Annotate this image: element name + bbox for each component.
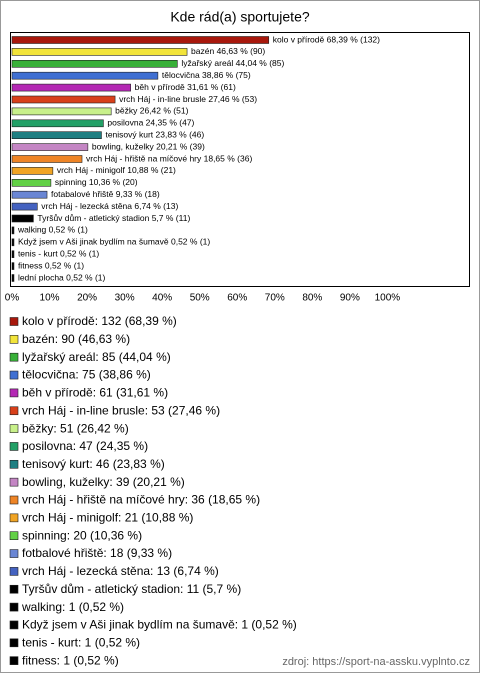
x-tick-label: 30% (115, 293, 135, 304)
legend-entry: vrch Háj - lezecká stěna: 13 (6,74 %) (22, 564, 219, 578)
data-label: běh v přírodě 31,61 % (61) (135, 82, 236, 92)
data-label: fitness 0,52 % (1) (18, 260, 84, 270)
legend-entry: Když jsem v Aši jinak bydlím na šumavě: … (22, 618, 297, 632)
bar (11, 238, 15, 247)
bar (11, 202, 38, 211)
data-label: tenis - kurt 0,52 % (1) (18, 248, 99, 258)
data-label: Když jsem v Aši jinak bydlím na šumavě 0… (18, 237, 210, 247)
legend-entry: lední plocha: 1 (0,52 %) (22, 671, 149, 673)
bar (11, 71, 159, 80)
bar (11, 262, 15, 270)
x-tick-label: 0% (5, 293, 20, 304)
legend-swatch (9, 459, 19, 469)
legend-swatch (9, 495, 19, 505)
bar (11, 214, 34, 223)
legend-entry: lyžařský areál: 85 (44,04 %) (22, 350, 171, 364)
x-tick-label: 80% (302, 293, 322, 304)
bar (11, 83, 131, 92)
bar (11, 226, 15, 235)
legend-entry: walking: 1 (0,52 %) (21, 600, 124, 614)
data-label: vrch Háj - lezecká stěna 6,74 % (13) (41, 201, 178, 211)
bar (11, 119, 104, 128)
bar (11, 131, 102, 139)
x-tick-label: 90% (340, 293, 360, 304)
data-label: bowling, kuželky 20,21 % (39) (92, 141, 205, 151)
source: zdroj: https://sport-na-assku.vyplnto.cz (282, 656, 470, 668)
bar (11, 36, 270, 44)
data-label: tenisový kurt 23,83 % (46) (105, 129, 204, 139)
legend-swatch (9, 567, 19, 576)
legend-entry: vrch Háj - in-line brusle: 53 (27,46 %) (22, 403, 220, 417)
legend-entry: tenisový kurt: 46 (23,83 %) (22, 457, 165, 471)
data-label: lyžařský areál 44,04 % (85) (181, 58, 284, 68)
data-label: vrch Háj - hřiště na míčové hry 18,65 % … (86, 153, 252, 163)
legend-swatch (9, 388, 19, 398)
bar (11, 190, 48, 199)
x-tick-label: 50% (190, 293, 210, 304)
bar (11, 155, 83, 163)
legend-swatch (9, 602, 19, 612)
data-label: vrch Háj - minigolf 10,88 % (21) (57, 165, 176, 175)
legend-entry: tenis - kurt: 1 (0,52 %) (22, 635, 140, 649)
legend-swatch (9, 370, 19, 380)
legend-entry: vrch Háj - hřiště na míčové hry: 36 (18,… (22, 493, 260, 507)
x-tick-label: 60% (227, 293, 247, 304)
bar (11, 167, 54, 175)
bar (11, 59, 178, 68)
bar (11, 48, 188, 56)
data-label: kolo v přírodě 68,39 % (132) (273, 34, 380, 44)
legend-entry: fotbalové hřiště: 18 (9,33 %) (22, 546, 172, 560)
bar (11, 250, 15, 258)
legend-swatch (9, 352, 19, 362)
chart-title: Kde rád(a) sportujete? (170, 9, 310, 25)
legend-swatch (9, 317, 19, 326)
bar (11, 179, 52, 187)
x-tick-label: 10% (40, 293, 60, 304)
legend-swatch (9, 477, 19, 487)
bar (11, 95, 116, 104)
legend-swatch (9, 656, 19, 665)
data-label: fotabalové hřiště 9,33 % (18) (51, 189, 160, 199)
legend-entry: fitness: 1 (0,52 %) (22, 653, 119, 667)
bar (11, 274, 15, 282)
legend-swatch (9, 335, 19, 344)
x-tick-label: 40% (152, 293, 172, 304)
x-tick-label: 100% (375, 293, 401, 304)
data-label: bazén 46,63 % (90) (191, 46, 265, 56)
data-label: tělocvična 38,86 % (75) (162, 70, 251, 80)
data-label: walking 0,52 % (1) (17, 225, 88, 235)
legend-swatch (9, 620, 19, 630)
legend-swatch (9, 406, 19, 416)
legend-entry: tělocvična: 75 (38,86 %) (22, 368, 151, 382)
legend-entry: Tyršův dům - atletický stadion: 11 (5,7 … (22, 582, 241, 596)
legend-swatch (9, 424, 19, 433)
legend-swatch (9, 531, 19, 541)
data-label: posilovna 24,35 % (47) (107, 118, 194, 128)
legend-swatch (9, 584, 19, 594)
legend-swatch (9, 549, 19, 558)
legend-entry: kolo v přírodě: 132 (68,39 %) (22, 314, 177, 328)
legend-entry: spinning: 20 (10,36 %) (22, 528, 142, 542)
data-label: spinning 10,36 % (20) (55, 177, 138, 187)
legend-entry: vrch Háj - minigolf: 21 (10,88 %) (22, 511, 193, 525)
legend-entry: běžky: 51 (26,42 %) (22, 421, 129, 435)
data-label: Tyršův dům - atletický stadion 5,7 % (11… (37, 213, 190, 223)
legend-swatch (9, 513, 19, 523)
data-label: vrch Háj - in-line brusle 27,46 % (53) (119, 94, 257, 104)
data-label: lední plocha 0,52 % (1) (18, 272, 106, 282)
x-tick-label: 70% (265, 293, 285, 304)
x-tick-label: 20% (77, 293, 97, 304)
legend-entry: posilovna: 47 (24,35 %) (22, 439, 148, 453)
data-label: běžky 26,42 % (51) (115, 106, 188, 116)
legend-swatch (9, 638, 19, 648)
legend-swatch (9, 442, 19, 451)
legend-entry: bowling, kuželky: 39 (20,21 %) (22, 475, 185, 489)
legend-entry: běh v přírodě: 61 (31,61 %) (22, 386, 168, 400)
bar (11, 143, 89, 151)
bar (11, 107, 112, 116)
legend-entry: bazén: 90 (46,63 %) (22, 332, 130, 346)
